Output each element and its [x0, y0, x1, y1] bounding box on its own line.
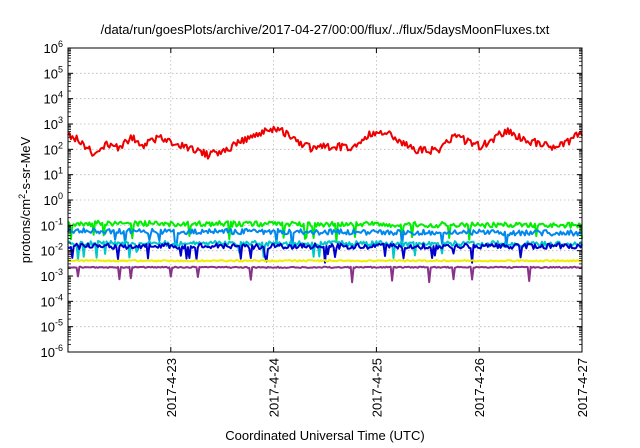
grid-lines [68, 48, 582, 352]
series-lines [67, 125, 583, 284]
y-tick-label: 106 [44, 39, 63, 56]
y-tick-label: 105 [44, 64, 63, 81]
y-axis-title: protons/cm2-s-sr-MeV [17, 136, 33, 263]
y-tick-label: 10-5 [41, 318, 63, 335]
y-axis-ticks: 10-6 10-5 10-4 10-3 10-2 10-1 100 101 102 103 104 1… [41, 39, 582, 360]
series-line-2 [67, 219, 583, 243]
x-tick-label: 2017-4-27 [575, 358, 590, 417]
y-tick-label: 100 [44, 191, 63, 208]
y-tick-label: 10-1 [41, 216, 63, 233]
y-tick-label: 10-3 [41, 267, 63, 284]
series-line-5 [67, 242, 583, 264]
series-line-7 [67, 265, 583, 284]
y-tick-label: 101 [44, 166, 63, 183]
x-tick-label: 2017-4-23 [164, 358, 179, 417]
x-axis-title: Coordinated Universal Time (UTC) [225, 428, 424, 443]
x-tick-label: 2017-4-24 [267, 358, 282, 417]
y-tick-label: 102 [44, 140, 63, 157]
x-axis-ticks: 2017-4-23 2017-4-24 2017-4-25 2017-4-26 2017… [164, 48, 590, 417]
y-tick-label: 10-2 [41, 242, 63, 259]
series-line-1 [67, 125, 583, 160]
y-axis-title-main: protons/cm [18, 199, 33, 263]
y-axis-title-exponent: 2 [17, 194, 27, 199]
x-tick-label: 2017-4-25 [369, 358, 384, 417]
x-tick-label: 2017-4-26 [472, 358, 487, 417]
series-line-3 [67, 227, 583, 250]
y-tick-label: 10-4 [41, 292, 63, 309]
chart-title: /data/run/goesPlots/archive/2017-04-27/0… [101, 22, 550, 37]
series-line-6 [67, 259, 583, 263]
y-tick-label: 10-6 [41, 343, 63, 360]
y-axis-title-rest: -s-sr-MeV [18, 136, 33, 193]
y-tick-label: 104 [44, 90, 63, 107]
y-tick-label: 103 [44, 115, 63, 132]
